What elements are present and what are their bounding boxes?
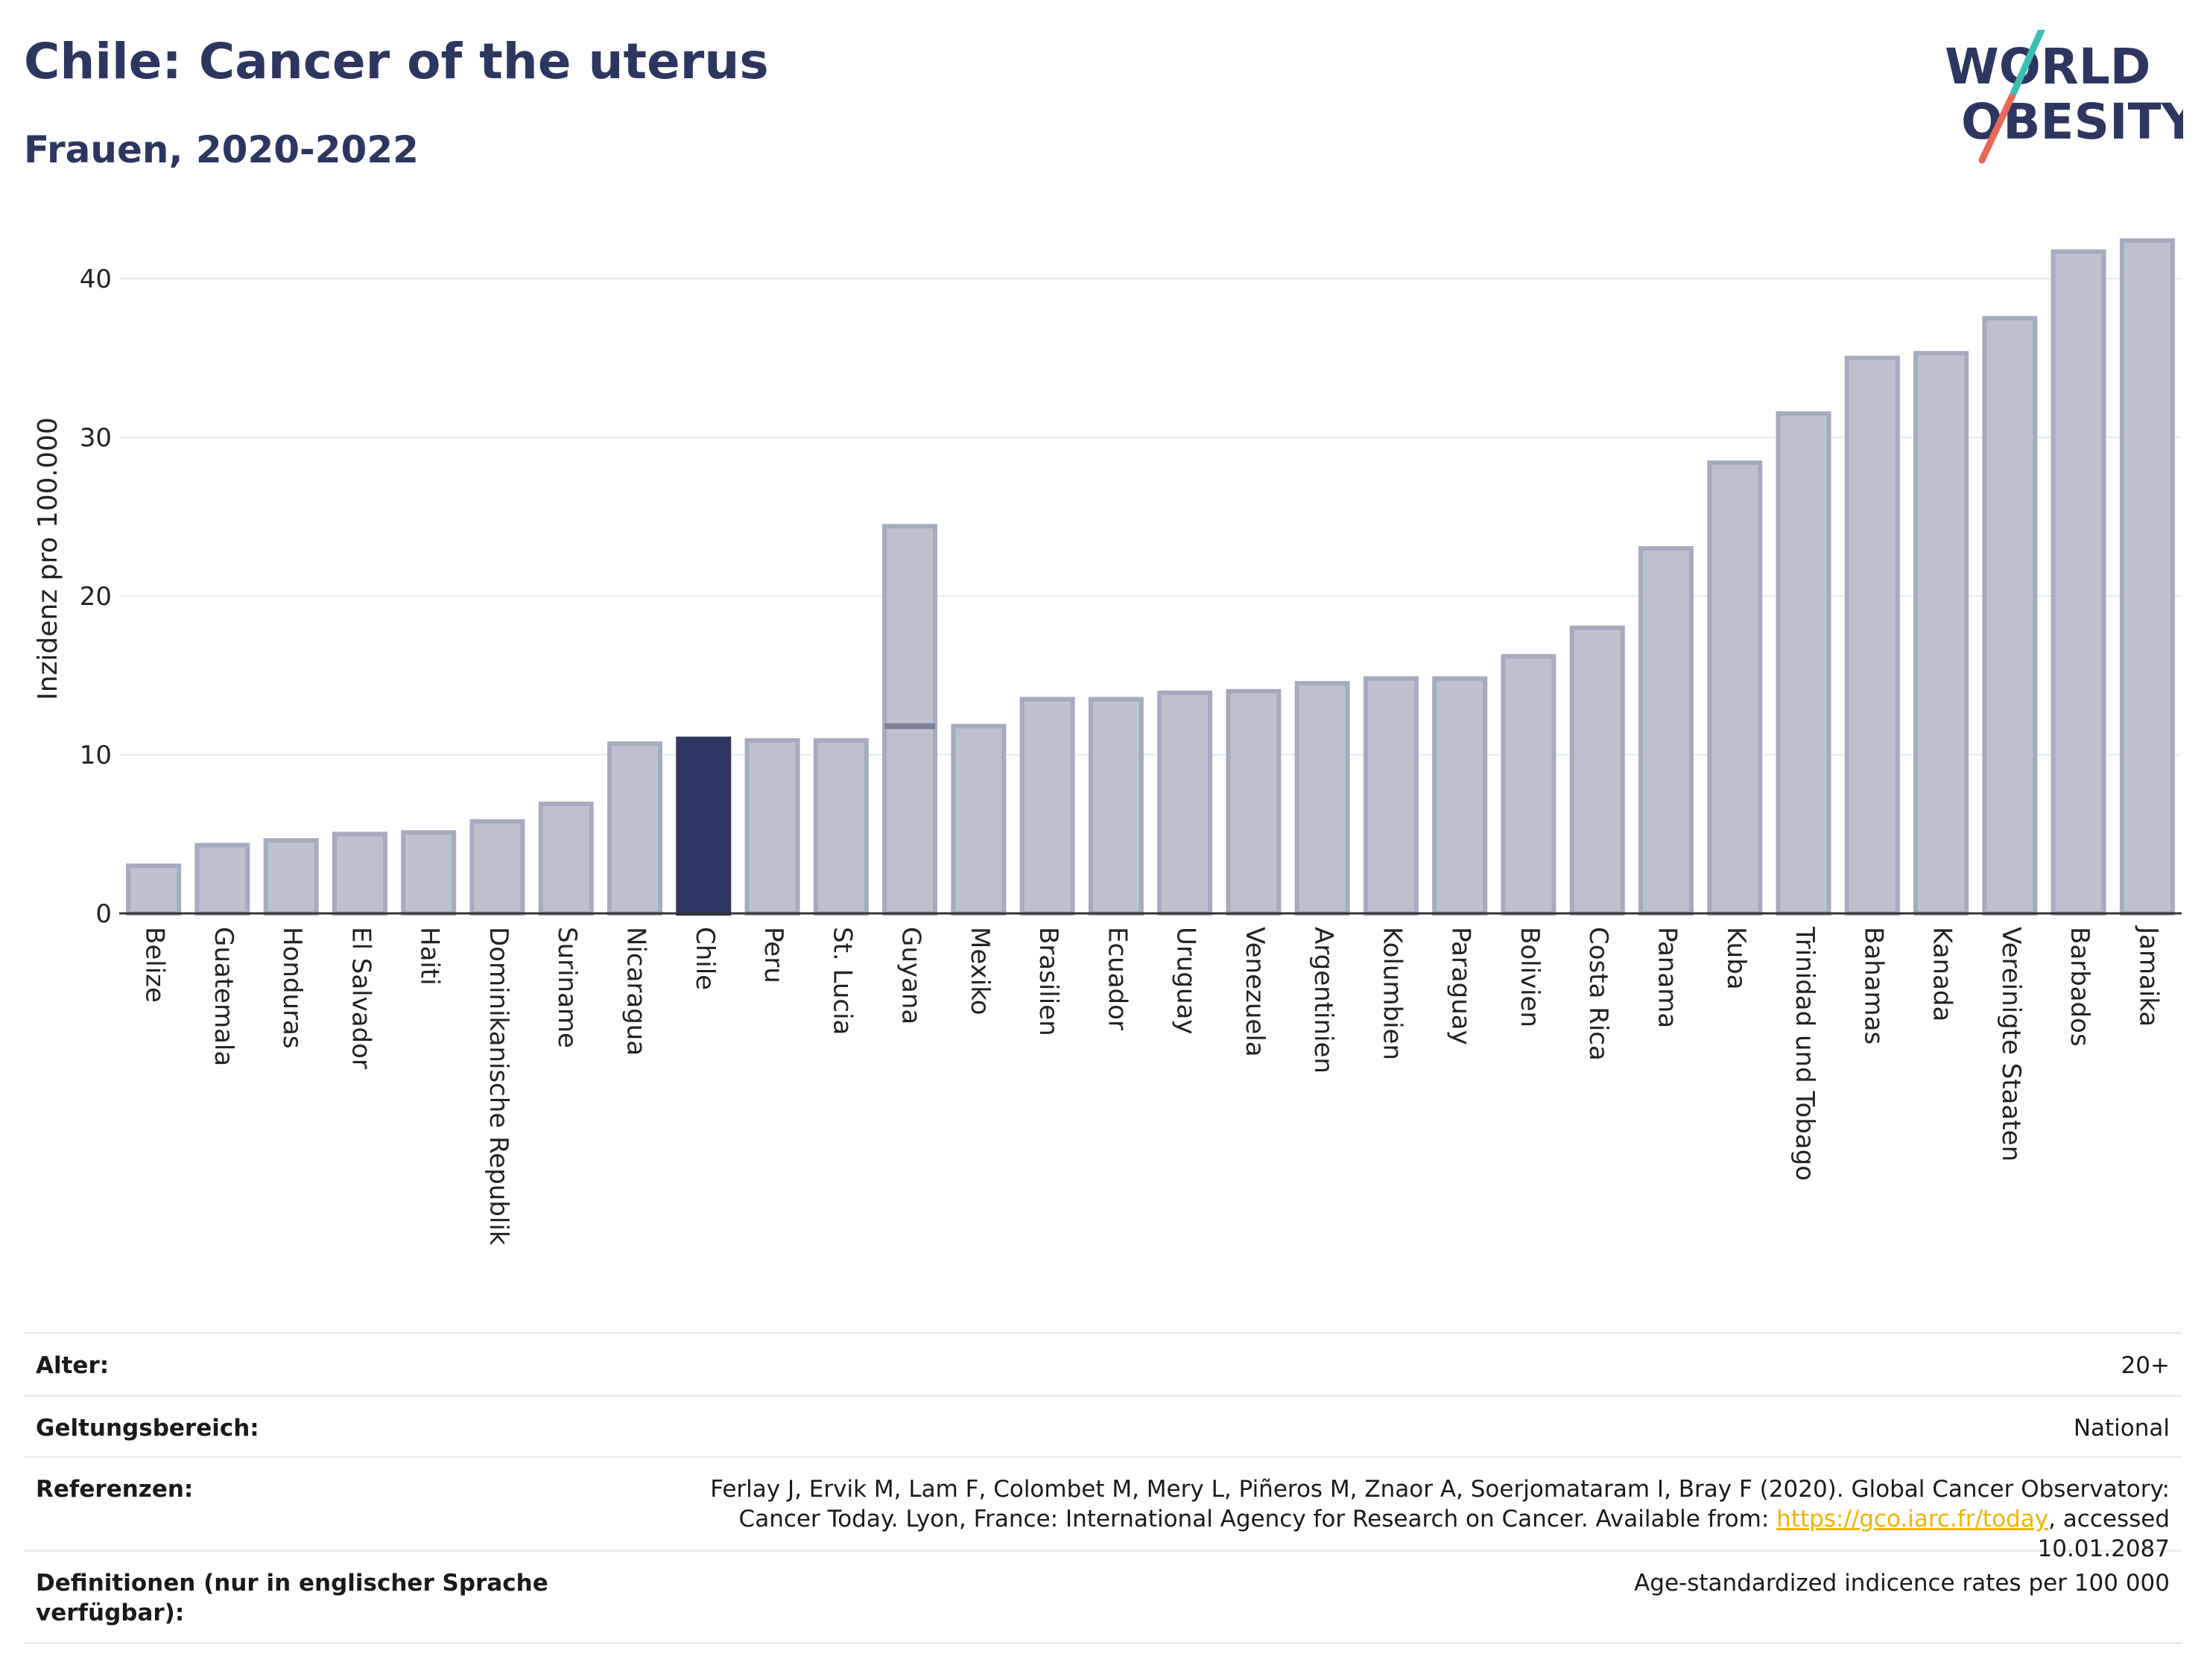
bar: [332, 831, 387, 916]
meta-value: Age-standardized indicence rates per 100…: [1634, 1570, 2170, 1597]
logo-line1: WORLD: [1945, 38, 2151, 95]
bar: [882, 524, 938, 916]
bar: [1707, 460, 1763, 916]
x-tick-label: Chile: [690, 927, 720, 990]
bar: [676, 736, 732, 916]
x-tick-label: Costa Rica: [1583, 927, 1613, 1061]
bar: [744, 738, 800, 916]
meta-row-scope: Geltungsbereich: National: [24, 1395, 2182, 1456]
meta-key: Referenzen:: [36, 1476, 194, 1503]
bar: [1501, 653, 1557, 916]
bar: [469, 819, 525, 916]
x-tick-label: Guatemala: [209, 927, 238, 1066]
meta-row-references: Referenzen: Ferlay J, Ervik M, Lam F, Co…: [24, 1456, 2182, 1562]
y-tick-label: 10: [80, 741, 112, 770]
x-tick-label: Paraguay: [1446, 927, 1476, 1045]
bar: [1913, 351, 1969, 916]
x-tick-label: Mexiko: [965, 927, 995, 1015]
x-tick-label: Suriname: [552, 927, 582, 1048]
bar: [1019, 697, 1075, 916]
world-obesity-logo: WORLD OBESITY: [1945, 30, 2183, 164]
x-tick-label: Panama: [1653, 927, 1682, 1028]
bar: [1088, 697, 1144, 916]
bar: [1363, 676, 1419, 916]
chart-title: Chile: Cancer of the uterus: [24, 33, 769, 90]
bar: [2119, 238, 2175, 916]
bar: [1776, 411, 1831, 916]
x-tick-label: Nicaragua: [621, 927, 651, 1056]
bar: [813, 738, 869, 916]
x-tick-label: Venezuela: [1240, 927, 1270, 1057]
bar: [126, 863, 182, 916]
x-tick-label: Guyana: [896, 927, 926, 1024]
x-tick-label: Belize: [140, 927, 170, 1003]
meta-key: Definitionen (nur in englischer Sprache …: [36, 1570, 548, 1626]
bar: [951, 723, 1007, 916]
x-tick-label: Honduras: [277, 927, 307, 1049]
x-tick-label: Bolivien: [1515, 927, 1545, 1027]
bar: [1569, 625, 1625, 916]
meta-value: Ferlay J, Ervik M, Lam F, Colombet M, Me…: [710, 1476, 2170, 1562]
x-tick-label: Dominikanische Republik: [484, 927, 513, 1246]
y-tick-label: 20: [80, 582, 112, 612]
x-tick-label: St. Lucia: [827, 927, 857, 1035]
bar: [2051, 249, 2106, 916]
meta-value: 20+: [2121, 1352, 2170, 1379]
x-tick-label: Bahamas: [1858, 927, 1888, 1045]
bar: [538, 802, 594, 916]
x-tick-label: Jamaika: [2133, 925, 2163, 1027]
meta-value: National: [2073, 1415, 2170, 1442]
y-tick-label: 0: [95, 899, 112, 929]
x-tick-label: Barbados: [2065, 927, 2094, 1047]
bar: [1844, 355, 1900, 916]
meta-key: Geltungsbereich:: [36, 1415, 259, 1442]
x-tick-label: Trinidad und Tobago: [1790, 926, 1820, 1181]
meta-row-definitions: Definitionen (nur in englischer Sprache …: [24, 1550, 2182, 1642]
bar: [1432, 676, 1488, 916]
meta-bottom-rule: [24, 1642, 2182, 1644]
meta-key: Alter:: [36, 1352, 110, 1379]
bar: [1157, 690, 1213, 916]
chart-subtitle: Frauen, 2020-2022: [24, 128, 419, 171]
x-tick-label: Kolumbien: [1377, 927, 1407, 1060]
y-tick-label: 40: [80, 264, 112, 294]
x-tick-label: Ecuador: [1102, 927, 1132, 1030]
x-tick-label: Peru: [759, 927, 788, 983]
y-axis-label: Inzidenz pro 100.000: [33, 417, 63, 700]
bar: [194, 843, 250, 916]
x-tick-label: Uruguay: [1171, 927, 1201, 1035]
reference-link[interactable]: https://gco.iarc.fr/today: [1776, 1506, 2049, 1532]
meta-row-age: Alter: 20+: [24, 1332, 2182, 1395]
x-tick-label: Haiti: [415, 927, 445, 986]
bar: [263, 838, 319, 916]
bar-chart: 0 10 20 30 40 Inzidenz pro 100.000 Belize Guate…: [33, 238, 2182, 1246]
bar: [607, 741, 662, 916]
x-tick-label: Kanada: [1928, 927, 1957, 1021]
bar: [1982, 316, 2038, 916]
bar: [1226, 688, 1282, 916]
bar: [1294, 681, 1350, 916]
x-tick-label: Vereinigte Staaten: [1996, 927, 2026, 1161]
bar: [401, 830, 457, 916]
bar: [1638, 546, 1694, 916]
x-tick-label: Argentinien: [1308, 927, 1338, 1074]
x-tick-label: Brasilien: [1033, 927, 1063, 1036]
y-tick-label: 30: [80, 423, 112, 453]
metadata-table: Alter: 20+ Geltungsbereich: National Ref…: [24, 1332, 2182, 1644]
x-tick-label: Kuba: [1721, 927, 1751, 990]
x-tick-label: El Salvador: [346, 927, 376, 1069]
